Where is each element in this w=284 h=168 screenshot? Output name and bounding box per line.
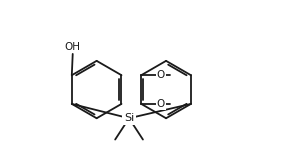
Text: Si: Si — [124, 113, 134, 123]
Text: OH: OH — [65, 42, 81, 52]
Text: O: O — [157, 70, 165, 80]
Text: O: O — [157, 99, 165, 109]
